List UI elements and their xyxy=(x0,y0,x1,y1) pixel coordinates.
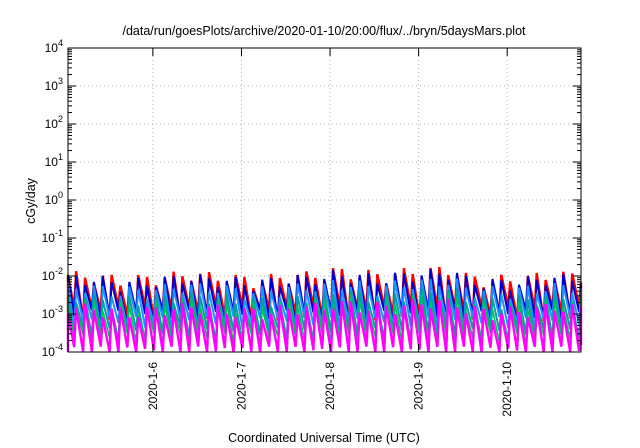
x-tick-label: 2020-1-6 xyxy=(146,362,160,410)
series-line xyxy=(66,298,583,353)
x-tick-label: 2020-1-7 xyxy=(234,362,248,410)
y-tick-label: 10-4 xyxy=(42,342,63,359)
x-axis: 2020-1-6 2020-1-7 2020-1-8 2020-1-9 2020-1-1… xyxy=(146,48,514,417)
y-tick-label: 10-1 xyxy=(42,228,63,245)
y-tick-label: 100 xyxy=(45,190,63,207)
x-tick-label: 2020-1-9 xyxy=(412,362,426,410)
x-axis-label: Coordinated Universal Time (UTC) xyxy=(228,431,420,445)
y-axis-label: cGy/day xyxy=(24,177,38,224)
chart-title: /data/run/goesPlots/archive/2020-01-10/2… xyxy=(122,24,526,38)
x-tick-label: 2020-1-10 xyxy=(500,362,514,417)
series-layer xyxy=(66,266,583,353)
y-tick-label: 103 xyxy=(45,76,63,93)
y-tick-label: 104 xyxy=(45,38,63,55)
y-tick-label: 102 xyxy=(45,114,63,131)
series-line xyxy=(67,278,582,331)
x-tick-label: 2020-1-8 xyxy=(323,362,337,410)
y-tick-label: 10-2 xyxy=(42,266,63,283)
y-tick-label: 101 xyxy=(45,152,63,169)
y-tick-label: 10-3 xyxy=(42,304,63,321)
y-axis: 10-4 10-3 10-2 10-1 100 101 102 103 104 xyxy=(42,38,581,359)
